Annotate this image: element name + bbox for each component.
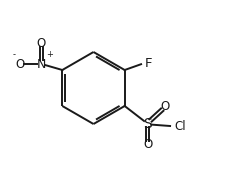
Text: O: O (143, 137, 152, 150)
Text: O: O (16, 57, 25, 71)
Text: +: + (46, 50, 53, 59)
Text: -: - (13, 50, 16, 59)
Text: O: O (37, 36, 46, 50)
Text: N: N (37, 57, 46, 71)
Text: O: O (160, 99, 169, 112)
Text: Cl: Cl (175, 120, 186, 132)
Text: F: F (145, 56, 153, 69)
Text: S: S (143, 117, 152, 131)
